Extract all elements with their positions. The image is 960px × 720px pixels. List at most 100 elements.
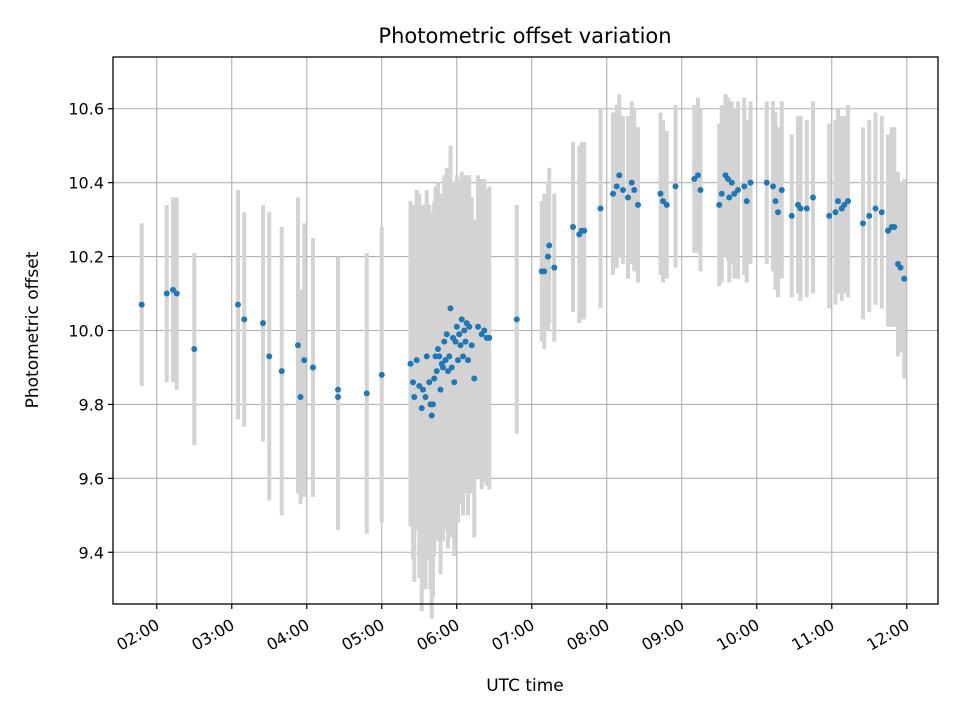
y-tick-label: 9.6 — [79, 469, 104, 488]
data-point — [743, 198, 750, 205]
data-point — [581, 227, 588, 234]
data-point — [458, 316, 465, 323]
data-point — [726, 194, 733, 201]
data-point — [697, 187, 704, 194]
data-point — [663, 201, 670, 208]
data-point — [191, 345, 198, 352]
data-point — [411, 394, 418, 401]
data-point — [718, 190, 725, 197]
data-point — [448, 364, 455, 371]
data-point — [407, 360, 414, 367]
data-point — [138, 301, 145, 308]
data-point — [420, 386, 426, 393]
data-point — [803, 205, 810, 212]
data-point — [461, 327, 468, 334]
y-tick-label: 10.6 — [68, 100, 104, 119]
data-point — [335, 386, 341, 393]
data-point — [481, 327, 488, 334]
data-point — [455, 357, 461, 364]
data-point — [866, 212, 873, 219]
data-point — [735, 187, 741, 194]
data-point — [462, 338, 469, 345]
data-point — [772, 198, 779, 205]
data-point — [163, 290, 170, 297]
data-point — [826, 212, 833, 219]
data-point — [418, 405, 425, 412]
data-point — [436, 353, 443, 360]
data-point — [872, 205, 879, 212]
data-point — [453, 323, 460, 330]
data-point — [446, 353, 453, 360]
data-point — [613, 183, 620, 190]
data-point — [451, 379, 458, 386]
data-point — [173, 290, 180, 297]
data-point — [610, 190, 616, 197]
data-point — [841, 201, 848, 208]
data-point — [620, 187, 626, 194]
data-point — [788, 212, 795, 219]
data-point — [486, 334, 493, 341]
data-point — [657, 190, 664, 197]
data-point — [616, 172, 623, 179]
data-point — [810, 194, 816, 201]
data-point — [426, 379, 433, 386]
data-point — [891, 224, 898, 231]
data-point — [628, 179, 635, 186]
data-point — [428, 412, 435, 419]
data-points — [138, 172, 908, 419]
data-point — [440, 364, 446, 371]
data-point — [441, 338, 448, 345]
data-point — [878, 209, 885, 216]
y-tick-label: 10.0 — [68, 322, 104, 341]
data-point — [456, 331, 463, 338]
data-point — [741, 183, 748, 190]
y-tick-label: 9.4 — [79, 543, 104, 562]
data-point — [457, 342, 464, 349]
data-point — [378, 371, 385, 378]
data-point — [410, 379, 416, 386]
data-point — [443, 331, 450, 338]
data-point — [845, 198, 851, 205]
data-point — [170, 286, 176, 293]
data-point — [797, 205, 804, 212]
data-point — [423, 353, 430, 360]
data-point — [770, 183, 776, 190]
data-point — [260, 320, 266, 327]
data-point — [466, 323, 473, 330]
data-point — [546, 242, 553, 249]
grid — [113, 57, 938, 604]
data-point — [545, 253, 551, 260]
data-point — [295, 342, 301, 349]
data-point — [725, 175, 731, 182]
data-point — [278, 368, 285, 375]
data-point — [897, 264, 904, 271]
data-point — [631, 187, 638, 194]
data-point — [465, 357, 471, 364]
data-point — [297, 394, 304, 401]
data-point — [570, 224, 576, 231]
data-point — [447, 305, 454, 312]
data-point — [363, 390, 370, 397]
data-point — [885, 227, 891, 234]
data-point — [301, 357, 308, 364]
data-point — [775, 209, 781, 216]
data-point — [241, 316, 248, 323]
data-point — [266, 353, 273, 360]
data-point — [475, 323, 481, 330]
data-point — [728, 179, 735, 186]
data-point — [413, 357, 420, 364]
data-point — [832, 209, 839, 216]
y-tick-label: 10.4 — [68, 174, 104, 193]
data-point — [235, 301, 241, 308]
data-point — [778, 187, 785, 194]
y-axis-label: Photometric offset — [23, 251, 43, 408]
data-point — [763, 179, 770, 186]
data-point — [695, 172, 701, 179]
data-point — [442, 357, 449, 364]
data-point — [747, 179, 754, 186]
data-point — [416, 382, 423, 389]
data-point — [433, 368, 440, 375]
data-point — [471, 375, 478, 382]
data-point — [435, 345, 441, 352]
